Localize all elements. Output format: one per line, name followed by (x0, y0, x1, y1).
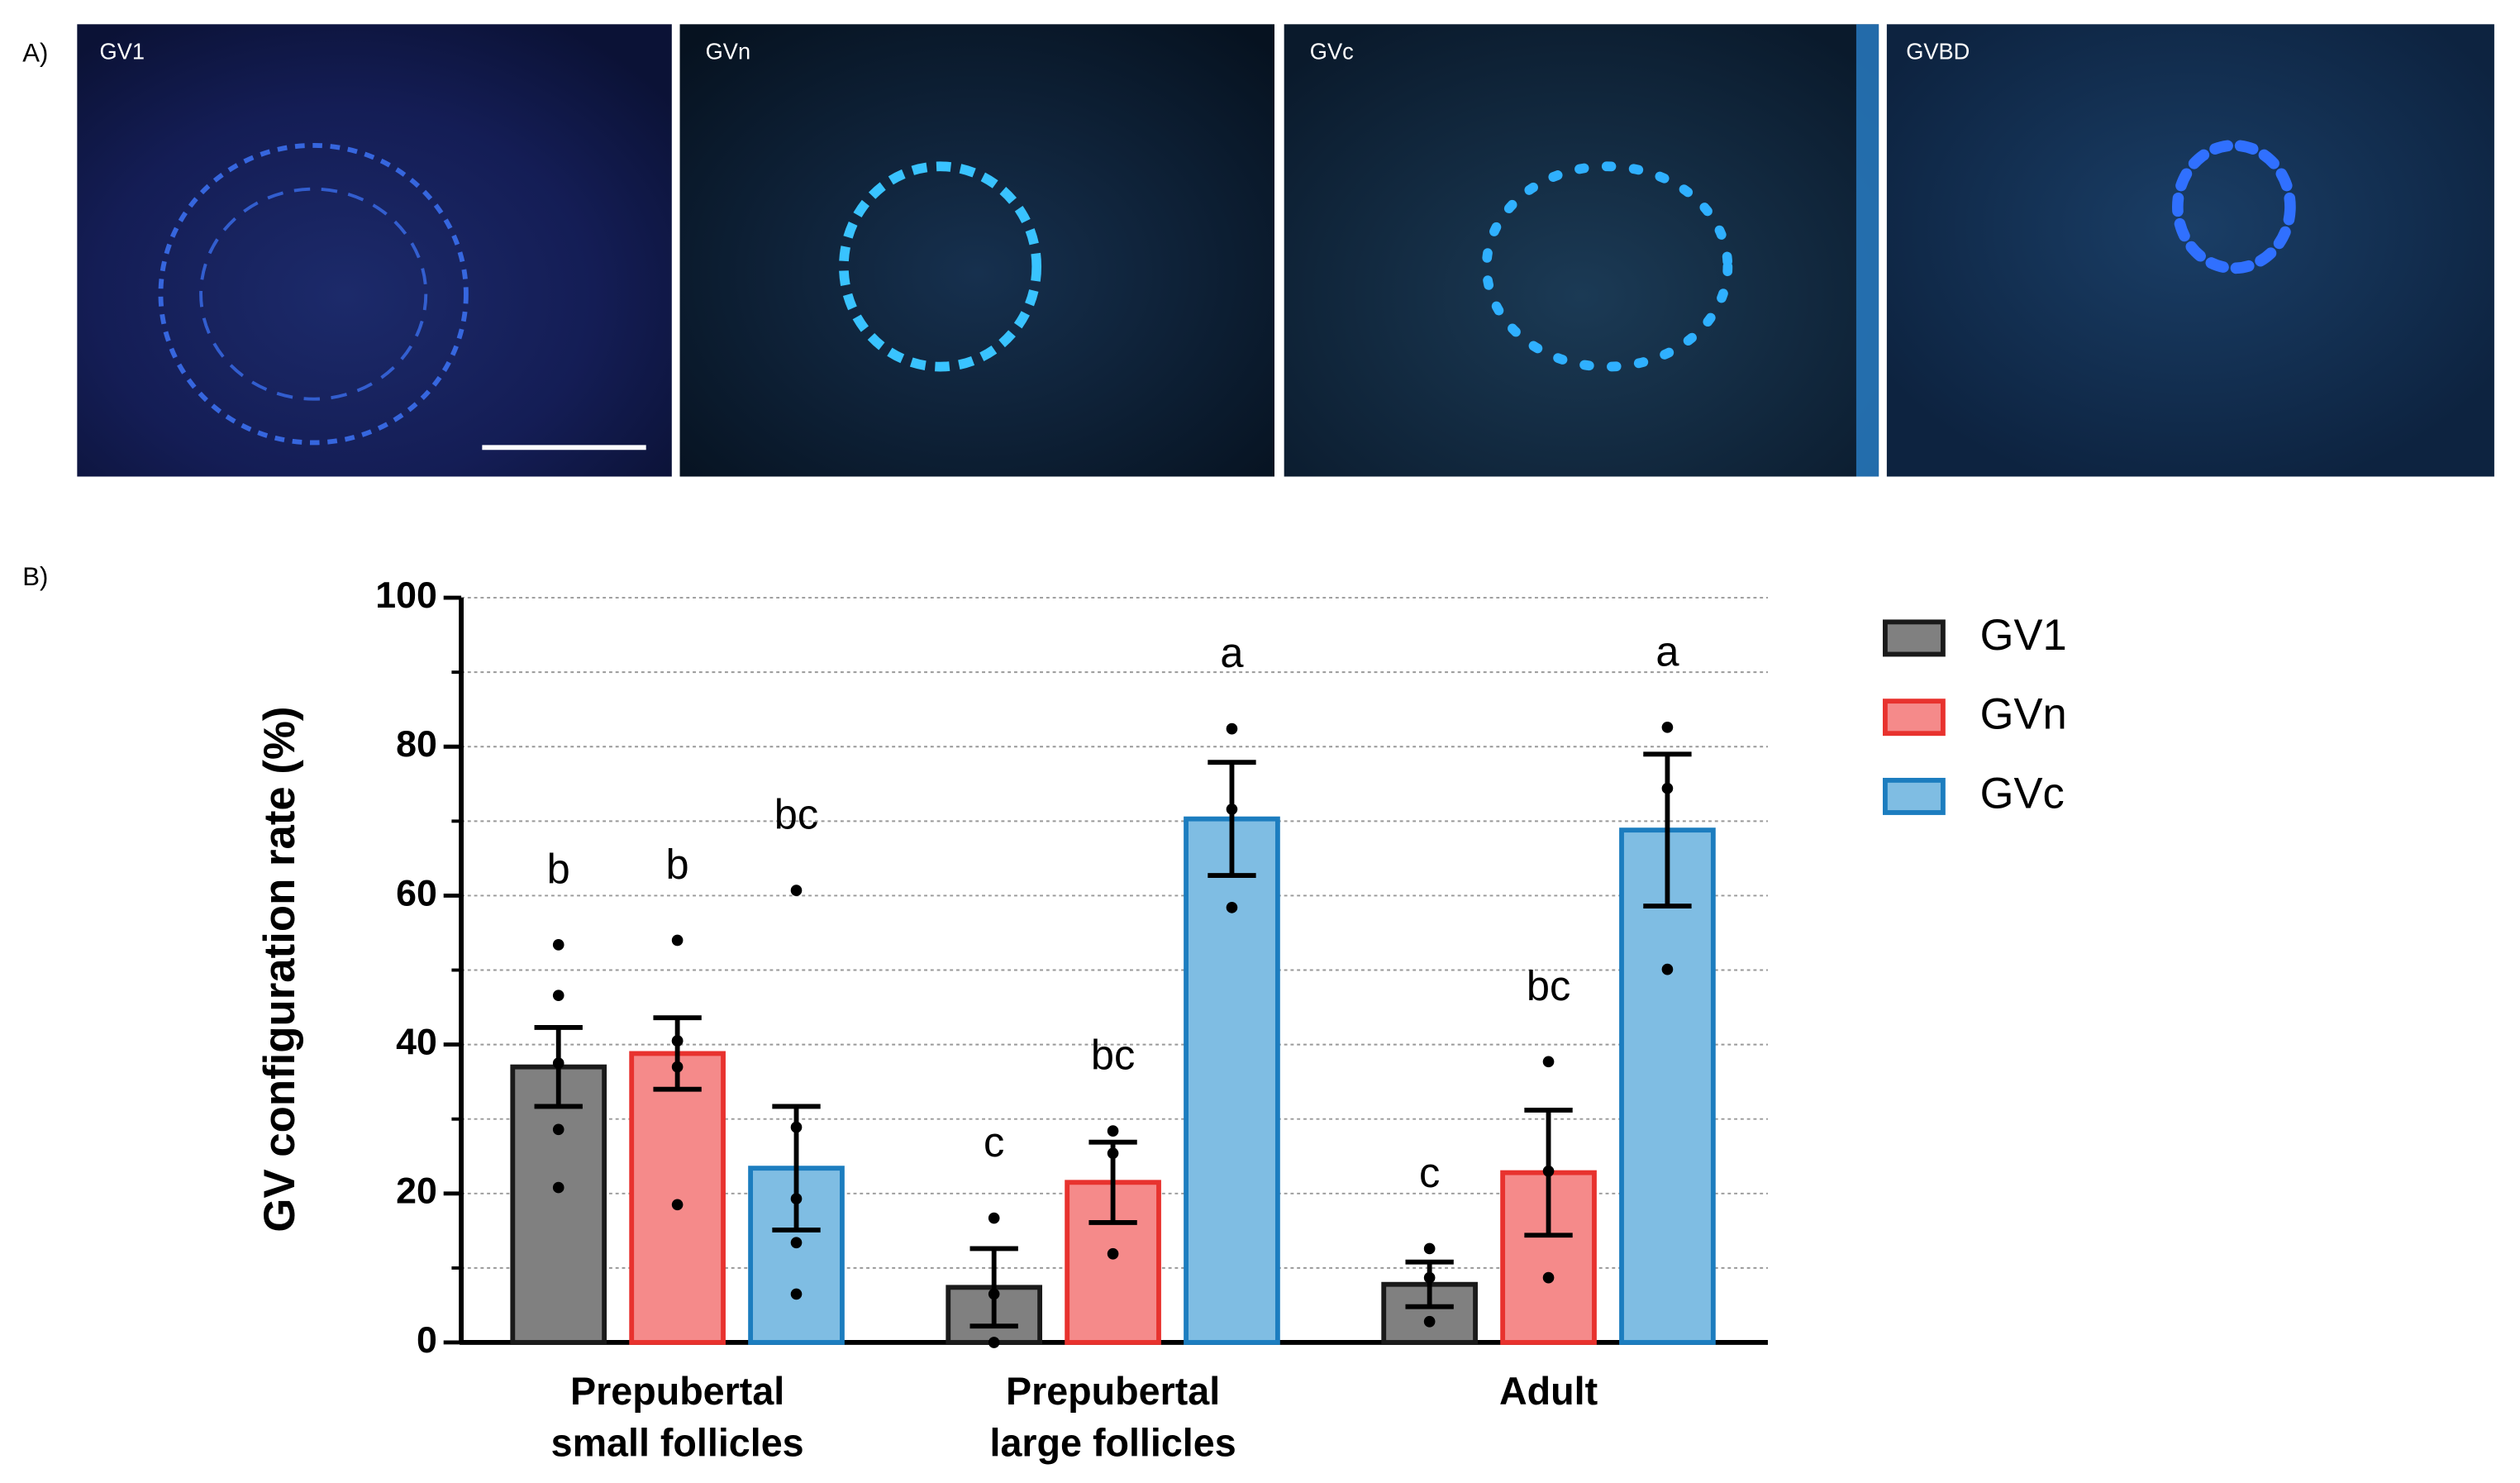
data-point (671, 934, 684, 947)
chromatin (158, 142, 469, 446)
chromatin (2172, 140, 2296, 274)
y-tick-label: 20 (396, 1170, 437, 1212)
data-point (1661, 721, 1674, 733)
data-point (790, 1288, 803, 1300)
data-point (1107, 1125, 1119, 1137)
data-point (1542, 1056, 1555, 1068)
y-tick-label: 80 (396, 722, 437, 765)
image-labels: GV1 GVn GVc GVBD (100, 39, 1970, 64)
data-point (790, 885, 803, 896)
data-point (988, 1337, 1000, 1348)
data-point (1661, 963, 1674, 975)
data-point (988, 1212, 1000, 1224)
micrograph (77, 24, 672, 477)
image-label: GV1 (100, 39, 145, 64)
significance-letter: bc (1091, 1031, 1135, 1078)
cell-edge (1855, 24, 1879, 477)
bar (510, 1064, 607, 1345)
panel-label: A) (22, 39, 48, 68)
data-point (1226, 722, 1238, 735)
data-point (552, 1123, 564, 1136)
bar (1619, 827, 1716, 1345)
legend-swatch (1882, 777, 1946, 815)
x-tick-label: Adult (1499, 1370, 1598, 1413)
significance-letter: bc (1527, 962, 1570, 1009)
legend-label: GV1 (1980, 611, 2067, 660)
data-point (1107, 1247, 1119, 1260)
image-label: GVBD (1906, 39, 1970, 64)
y-tick-label: 60 (396, 871, 437, 913)
bar (1184, 816, 1280, 1345)
chromatin (839, 161, 1042, 372)
image-label: GVc (1310, 39, 1354, 64)
chromatin (199, 187, 428, 401)
micrograph (1284, 24, 1879, 477)
data-point (1226, 902, 1238, 913)
legend-swatch (1882, 699, 1946, 737)
data-point (552, 989, 564, 1001)
data-point (790, 1237, 803, 1249)
x-tick-label: Prepubertal (570, 1370, 784, 1413)
legend-label: GVc (1980, 769, 2065, 818)
micrograph (679, 24, 1275, 477)
legend-swatch (1882, 619, 1946, 657)
image-label: GVn (706, 39, 750, 64)
significance-letter: bc (774, 790, 818, 837)
significance-letter: b (547, 845, 570, 892)
x-tick-label: small follicles (551, 1421, 804, 1464)
y-axis-label: GV configuration rate (%) (255, 707, 304, 1233)
data-point (552, 939, 564, 951)
data-point (552, 1181, 564, 1194)
y-tick-label: 100 (375, 574, 437, 616)
significance-letter: c (984, 1118, 1004, 1166)
data-point (1423, 1242, 1436, 1255)
x-tick-label: large follicles (989, 1421, 1236, 1464)
bar (629, 1051, 726, 1345)
significance-letter: a (1655, 627, 1679, 675)
data-point (1423, 1315, 1436, 1328)
significance-letter: a (1220, 629, 1244, 676)
y-tick-label: 40 (396, 1020, 437, 1062)
legend-label: GVn (1980, 690, 2067, 739)
y-tick-label: 0 (417, 1318, 437, 1361)
x-tick-label: Prepubertal (1006, 1370, 1220, 1413)
significance-letter: b (666, 841, 689, 888)
data-point (671, 1199, 684, 1211)
panel-label: B) (22, 562, 48, 591)
data-point (1542, 1271, 1555, 1284)
chromatin (1481, 161, 1733, 372)
significance-letter: c (1419, 1149, 1440, 1196)
